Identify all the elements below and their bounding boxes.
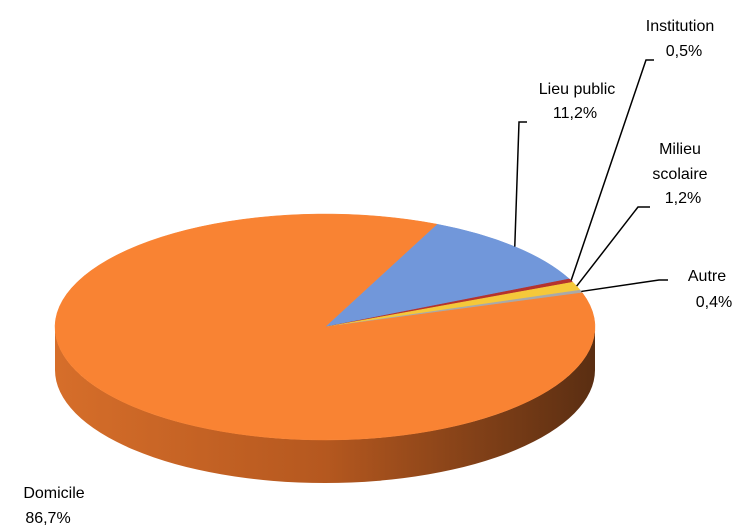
label-lieu-public-name: Lieu public [539, 81, 616, 98]
label-milieu-scolaire-name-line2: scolaire [652, 166, 707, 183]
label-institution-value: 0,5% [666, 43, 702, 60]
pie-top-face [54, 213, 596, 441]
label-autre-value: 0,4% [696, 294, 732, 311]
label-domicile-name: Domicile [23, 485, 84, 502]
pie-slice-domicile [54, 213, 596, 441]
label-institution-name: Institution [646, 18, 714, 35]
pie-side-domicile [55, 327, 595, 483]
label-domicile-value: 86,7% [25, 510, 70, 527]
label-lieu-public-value: 11,2% [553, 105, 597, 122]
label-autre-name: Autre [688, 268, 726, 285]
leader-line-lieu-public [514, 121, 527, 247]
leader-line-autre [581, 279, 668, 293]
leader-line-institution [570, 59, 654, 281]
label-milieu-scolaire-name-line1: Milieu [659, 141, 701, 158]
label-milieu-scolaire-value: 1,2% [665, 190, 701, 207]
pie-side-wall [55, 327, 595, 483]
leader-lines [514, 59, 668, 293]
leader-line-milieu-scolaire [576, 206, 650, 287]
